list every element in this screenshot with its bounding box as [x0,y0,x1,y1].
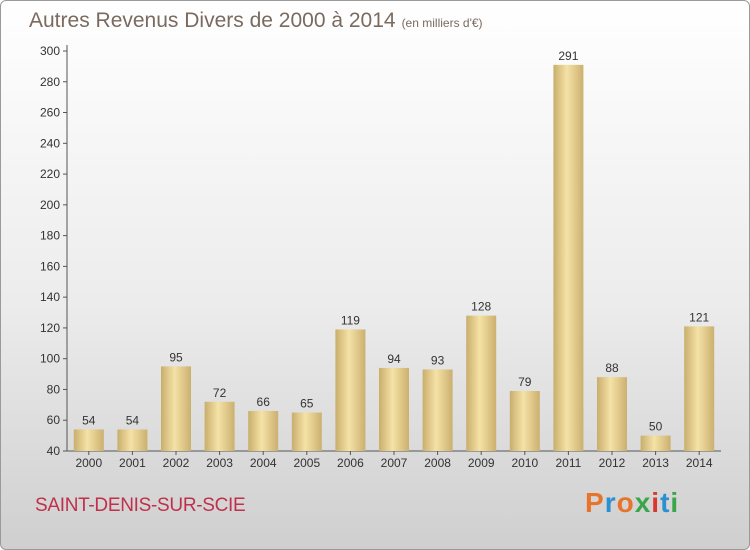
bar-value-label: 54 [82,413,96,427]
y-tick-label: 60 [47,413,61,427]
x-tick-label: 2002 [163,456,190,470]
bar-2012 [597,377,627,451]
bar-value-label: 291 [558,49,578,63]
x-tick-label: 2004 [250,456,277,470]
y-tick-label: 280 [40,75,60,89]
bar-2004 [248,411,279,451]
logo-letter: t [660,487,671,518]
bar-value-label: 88 [605,361,619,375]
chart-title-text: Autres Revenus Divers de 2000 à 2014 [29,9,396,32]
chart-bars [73,64,715,451]
bar-value-label: 119 [341,313,360,327]
y-tick-label: 140 [40,290,60,304]
bar-2000 [73,429,104,451]
bar-value-label: 65 [300,397,314,411]
proxiti-logo: Proxiti [585,487,679,519]
y-tick-label: 260 [40,106,60,120]
logo-letter: P [585,487,605,518]
x-tick-label: 2005 [293,456,320,470]
x-tick-label: 2003 [206,456,233,470]
bar-value-label: 95 [169,350,183,364]
bar-2003 [204,401,235,451]
logo-letter: i [651,487,661,518]
x-tick-label: 2006 [337,456,364,470]
chart-unit-subtitle: (en milliers d'€) [401,16,483,30]
y-tick-label: 300 [40,44,60,58]
logo-letter: x [634,487,652,518]
chart-labels: 54 2000 54 2001 95 2002 72 2003 66 2004 65 2005 119 2… [75,49,712,470]
bar-2006 [335,329,366,451]
y-tick-label: 200 [40,198,60,212]
x-tick-label: 2012 [599,456,626,470]
logo-letter: i [670,487,680,518]
y-tick-label: 40 [47,444,61,458]
commune-name: SAINT-DENIS-SUR-SCIE [35,495,246,516]
bar-value-label: 94 [387,352,401,366]
bar-2014 [684,326,715,451]
bar-2008 [422,369,453,451]
bar-2002 [161,366,191,451]
bar-2007 [379,367,409,451]
bar-value-label: 66 [257,395,271,409]
bar-value-label: 72 [213,386,227,400]
bar-2005 [291,412,322,451]
bar-value-label: 54 [126,413,140,427]
x-tick-label: 2010 [511,456,538,470]
bar-value-label: 93 [431,353,445,367]
y-tick-label: 100 [40,352,60,366]
y-tick-label: 240 [40,136,60,150]
logo-letter: o [616,487,635,518]
bar-value-label: 121 [689,310,709,324]
y-tick-label: 180 [40,229,60,243]
x-tick-label: 2007 [381,456,408,470]
bar-2013 [640,435,671,451]
x-tick-label: 2009 [468,456,495,470]
x-tick-label: 2008 [424,456,451,470]
x-tick-label: 2001 [119,456,146,470]
x-tick-label: 2013 [642,456,669,470]
x-tick-label: 2014 [686,456,713,470]
x-tick-label: 2011 [555,456,581,470]
y-tick-label: 80 [47,382,61,396]
bar-2011 [553,64,584,451]
x-tick-label: 2000 [75,456,102,470]
logo-letter: r [604,487,617,518]
bar-value-label: 50 [649,420,663,434]
chart-title: Autres Revenus Divers de 2000 à 2014 (en … [29,9,483,33]
y-tick-label: 160 [40,259,60,273]
y-tick-label: 220 [40,167,60,181]
bar-2010 [509,391,540,451]
y-tick-label: 120 [40,321,60,335]
bar-value-label: 79 [518,375,532,389]
bar-value-label: 128 [471,300,491,314]
bar-2001 [117,429,148,451]
bar-2009 [466,315,497,451]
